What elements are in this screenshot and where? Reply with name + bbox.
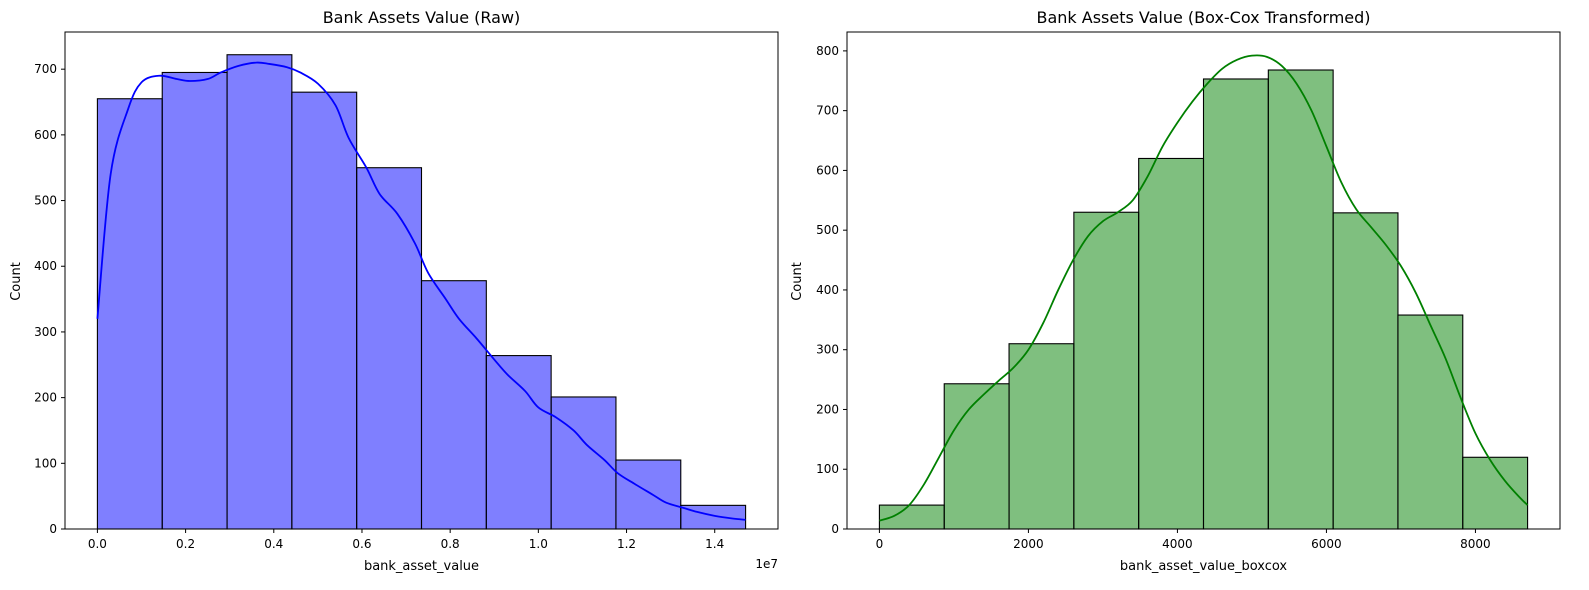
- boxcox-histogram-panel: Bank Assets Value (Box-Cox Transformed) …: [790, 8, 1561, 574]
- raw-kde-line: [96, 61, 746, 521]
- boxcox-bar: [1397, 314, 1464, 530]
- boxcox-x-tick-label: 4000: [1162, 537, 1193, 551]
- raw-y-tick-label: 0: [49, 522, 57, 536]
- raw-x-tick-label: 1.0: [529, 537, 548, 551]
- boxcox-y-tick-label: 500: [816, 223, 839, 237]
- boxcox-y-tick-label: 600: [816, 163, 839, 177]
- raw-x-tick-label: 0.0: [88, 537, 107, 551]
- raw-y-axis-label: Count: [9, 262, 24, 301]
- boxcox-bar: [1202, 78, 1269, 530]
- boxcox-bar: [1332, 212, 1399, 530]
- raw-y-tick-label: 600: [34, 128, 57, 142]
- boxcox-y-tick-label: 400: [816, 283, 839, 297]
- boxcox-bar: [943, 383, 1010, 530]
- boxcox-x-tick-label: 0: [876, 537, 884, 551]
- raw-x-tick-label: 0.6: [352, 537, 371, 551]
- raw-axes-frame: [64, 31, 779, 530]
- raw-chart-title: Bank Assets Value (Raw): [323, 8, 521, 27]
- boxcox-y-tick-label: 800: [816, 44, 839, 58]
- boxcox-bar: [1138, 157, 1205, 530]
- raw-histogram-panel: Bank Assets Value (Raw) bank_asset_value…: [9, 8, 779, 574]
- raw-bar: [291, 91, 358, 530]
- raw-x-axis-label: bank_asset_value: [364, 559, 479, 574]
- raw-bar: [226, 54, 293, 530]
- boxcox-bar: [1008, 343, 1075, 530]
- raw-x-tick-label: 0.8: [441, 537, 460, 551]
- raw-x-tick-label: 1.4: [705, 537, 724, 551]
- raw-bars: [96, 54, 747, 530]
- raw-y-tick-label: 400: [34, 259, 57, 273]
- boxcox-x-axis-label: bank_asset_value_boxcox: [1120, 559, 1288, 574]
- raw-y-tick-label: 100: [34, 456, 57, 470]
- boxcox-x-tick-label: 6000: [1311, 537, 1342, 551]
- raw-bar: [161, 71, 228, 530]
- boxcox-y-tick-label: 0: [831, 522, 839, 536]
- raw-x-offset-text: 1e7: [755, 557, 778, 571]
- raw-bar: [420, 280, 487, 530]
- raw-y-tick-label: 700: [34, 62, 57, 76]
- boxcox-y-tick-label: 700: [816, 104, 839, 118]
- boxcox-y-tick-label: 200: [816, 402, 839, 416]
- raw-x-tick-label: 0.4: [264, 537, 283, 551]
- raw-x-tick-label: 0.2: [176, 537, 195, 551]
- boxcox-x-tick-label: 8000: [1460, 537, 1491, 551]
- raw-y-tick-label: 200: [34, 391, 57, 405]
- raw-bar: [550, 396, 617, 530]
- boxcox-y-axis-label: Count: [790, 262, 805, 301]
- boxcox-bar: [1073, 211, 1140, 530]
- boxcox-y-tick-label: 100: [816, 462, 839, 476]
- boxcox-x-tick-label: 2000: [1013, 537, 1044, 551]
- raw-y-tick-label: 500: [34, 194, 57, 208]
- boxcox-kde-line: [879, 54, 1529, 522]
- raw-bar: [96, 98, 163, 530]
- raw-x-tick-label: 1.2: [617, 537, 636, 551]
- raw-bar: [485, 355, 552, 530]
- raw-bar: [615, 459, 682, 530]
- boxcox-y-tick-label: 300: [816, 343, 839, 357]
- raw-y-tick-label: 300: [34, 325, 57, 339]
- raw-bar: [356, 167, 423, 530]
- raw-bar: [680, 504, 747, 530]
- boxcox-chart-title: Bank Assets Value (Box-Cox Transformed): [1036, 8, 1370, 27]
- boxcox-axes-frame: [846, 31, 1561, 530]
